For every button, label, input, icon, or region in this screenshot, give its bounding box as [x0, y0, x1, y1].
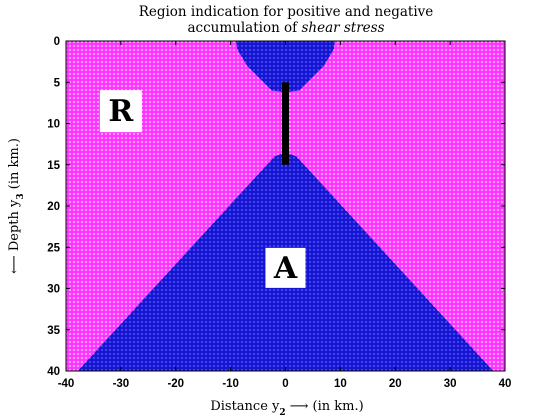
axis-ticks: -40 -30 -20 -10 0 10 20 30 40 0 5 10 15 20 25 30 35 40	[47, 36, 511, 390]
y-tick-label: 5	[54, 77, 61, 89]
x-tick-label: 0	[282, 378, 288, 390]
y-tick-label: 20	[47, 201, 60, 213]
x-axis-label: Distance y2 ⟶ (in km.)	[210, 399, 363, 418]
x-tick-label: -20	[167, 378, 184, 390]
y-tick-label: 10	[47, 119, 60, 131]
y-tick-label: 40	[47, 366, 60, 378]
plot-area: R A -40 -30 -20 -10 0 10 20 30 40 0 5 10 15 20 25 30 35 4…	[47, 36, 511, 390]
chart-title-line-1: Region indication for positive and negat…	[139, 4, 434, 20]
y-tick-label: 30	[47, 284, 60, 296]
region-r-label: R	[108, 94, 134, 129]
region-a-label: A	[273, 251, 298, 286]
x-tick-label: -40	[58, 378, 75, 390]
x-tick-label: 30	[444, 378, 457, 390]
y-tick-label: 0	[54, 36, 60, 48]
x-tick-label: 10	[334, 378, 347, 390]
y-tick-label: 25	[47, 242, 60, 254]
x-tick-label: 40	[499, 378, 512, 390]
region-r-label-box: R	[99, 90, 142, 133]
region-a-label-box: A	[265, 247, 306, 288]
x-tick-label: 20	[389, 378, 402, 390]
region-a-upper	[236, 41, 335, 93]
x-tick-label: -30	[113, 378, 130, 390]
y-tick-label: 15	[47, 160, 60, 172]
x-tick-label: -10	[222, 378, 239, 390]
chart-title-line-2: accumulation of shear stress	[187, 20, 384, 36]
y-tick-label: 35	[47, 325, 60, 337]
y-axis-label: ⟵ Depth y3 (in km.)	[7, 138, 26, 274]
